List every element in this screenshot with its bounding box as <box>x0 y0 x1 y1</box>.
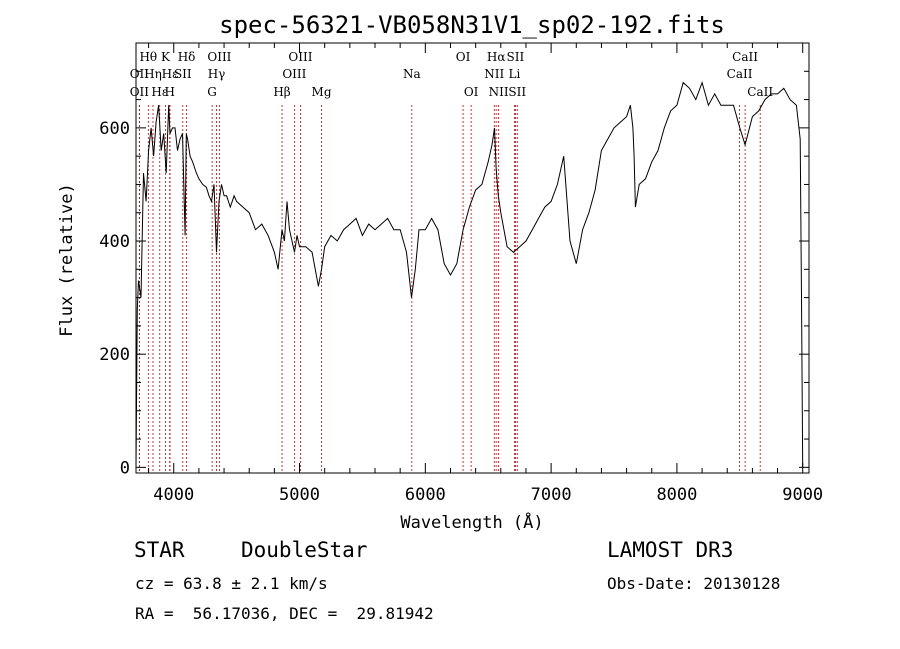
y-tick-label: 200 <box>99 345 130 365</box>
x-tick-label: 7000 <box>531 485 572 505</box>
y-tick-label: 0 <box>120 458 130 478</box>
object-class: STAR <box>134 538 185 562</box>
line-label: CaII <box>732 50 758 64</box>
line-label: OII <box>130 85 150 99</box>
line-label: NII <box>489 85 509 99</box>
plot-frame <box>135 42 810 474</box>
x-tick-label: 4000 <box>153 485 194 505</box>
y-tick-label: 600 <box>99 119 130 139</box>
x-tick-label: 5000 <box>279 485 320 505</box>
line-label: OI <box>456 50 471 64</box>
chart-title: spec-56321-VB058N31V1_sp02-192.fits <box>219 11 725 39</box>
line-label: G <box>207 85 217 99</box>
redshift-cz: cz = 63.8 ± 2.1 km/s <box>135 574 328 593</box>
line-label: Hγ <box>208 67 226 81</box>
x-tick-label: 6000 <box>405 485 446 505</box>
line-label: Na <box>403 67 421 81</box>
line-label: SII <box>507 50 525 64</box>
y-axis-label: Flux (relative) <box>57 183 77 337</box>
line-label: OII <box>130 67 150 81</box>
line-label: Hθ <box>139 50 157 64</box>
line-label: OIII <box>282 67 306 81</box>
line-label: Hη <box>144 67 162 81</box>
line-label: NII <box>484 67 504 81</box>
line-label: OI <box>464 85 479 99</box>
spectrum-line <box>135 80 804 468</box>
x-axis: 4000 5000 6000 7000 8000 9000 <box>148 43 823 505</box>
observation-date: Obs-Date: 20130128 <box>607 574 781 593</box>
x-axis-label: Wavelength (Å) <box>400 511 543 533</box>
y-tick-label: 400 <box>99 232 130 252</box>
line-label: SII <box>508 85 526 99</box>
line-label: Hε <box>151 85 168 99</box>
line-label: Hα <box>487 50 506 64</box>
line-label: Mg <box>312 85 332 99</box>
spectral-line-markers <box>138 105 761 473</box>
line-label: Hε <box>162 67 179 81</box>
line-label: K <box>161 50 171 64</box>
x-tick-label: 8000 <box>656 485 697 505</box>
line-label: CaII <box>727 67 753 81</box>
line-label: Hβ <box>273 85 290 99</box>
object-subclass: DoubleStar <box>241 538 368 562</box>
line-label: SII <box>174 67 192 81</box>
y-axis: 0 200 400 600 <box>99 70 809 478</box>
line-label: Hδ <box>178 50 196 64</box>
line-label: H <box>164 85 174 99</box>
line-label: OIII <box>288 50 312 64</box>
line-label: OIII <box>207 50 231 64</box>
coordinates: RA = 56.17036, DEC = 29.81942 <box>135 604 434 623</box>
line-label: CaII <box>747 85 773 99</box>
survey-name: LAMOST DR3 <box>607 538 734 562</box>
x-tick-label: 9000 <box>782 485 823 505</box>
line-label: Li <box>508 67 520 81</box>
